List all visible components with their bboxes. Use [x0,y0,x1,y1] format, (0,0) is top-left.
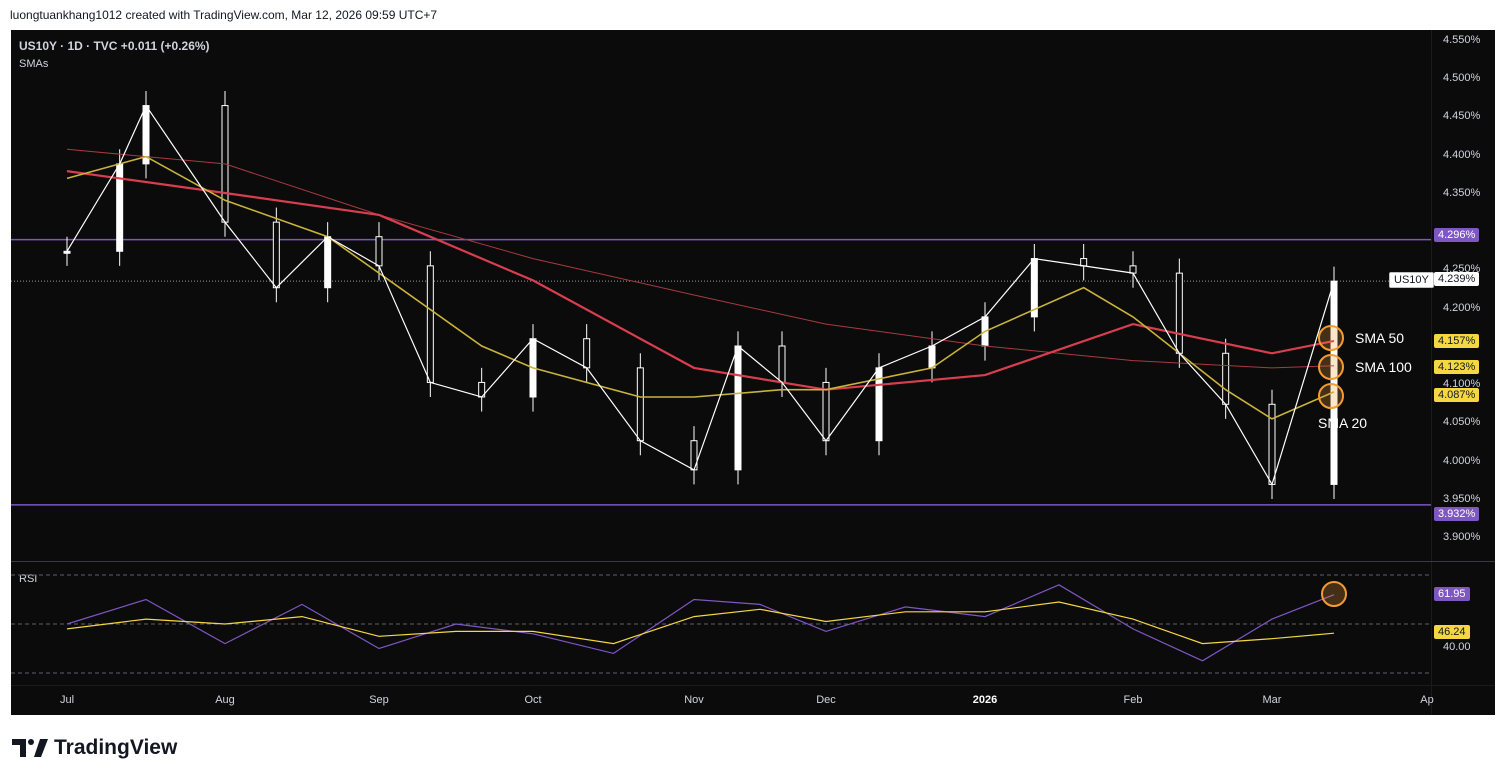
time-label: Aug [215,694,235,706]
price-tick: 4.350% [1443,187,1481,199]
rsi-pane-divider[interactable] [11,561,1495,562]
sma-100-highlight-circle [1318,354,1344,380]
candles-group [63,91,1338,499]
rsi-value-badge: 61.95 [1434,587,1470,601]
candle-body [583,338,591,369]
candle-body [778,345,786,383]
candle-body [1330,280,1338,485]
last-price-badge: 4.239% [1434,272,1480,286]
candle-body [324,236,332,289]
time-label: Feb [1123,694,1143,706]
time-label: Jul [59,694,75,706]
chart-panel[interactable]: US10Y · 1D · TVC +0.011 (+0.26%) SMAs RS… [11,30,1495,715]
sma-indicator-legend[interactable]: SMAs [19,58,49,70]
sma-20-line [66,155,1335,420]
price-axis-divider [1431,30,1432,715]
price-tick: 4.000% [1443,455,1481,467]
price-chart-svg[interactable] [11,30,1495,715]
candle-body [1175,272,1183,354]
time-label: Oct [524,694,542,706]
price-tick: 4.200% [1443,302,1481,314]
rsi-indicator-legend[interactable]: RSI [19,573,38,585]
candle-body [142,105,150,165]
sma-50-annotation: SMA 50 [1355,330,1405,346]
sma-20-highlight-circle [1318,383,1344,409]
price-tick: 4.050% [1443,416,1481,428]
symbol-badge: US10Y [1389,272,1434,288]
upper-level-badge[interactable]: 4.296% [1434,228,1480,242]
candle-body [636,367,644,442]
tradingview-logo-text: TradingView [54,736,178,759]
candle-body [375,236,383,267]
price-tick: 4.550% [1443,34,1481,46]
candle-body [1129,265,1137,274]
candle-body [734,345,742,471]
candle-body [1222,352,1230,405]
price-tick: 4.400% [1443,149,1481,161]
time-label: Ap [1420,694,1434,706]
rsi-ma-badge: 46.24 [1434,625,1470,639]
rsi-line [66,584,1335,662]
sma-20-badge: 4.087% [1434,388,1480,402]
time-label: Nov [684,694,704,706]
rsi-tick: 40.00 [1443,641,1471,653]
sma-100-badge: 4.123% [1434,360,1480,374]
price-tick: 3.900% [1443,531,1481,543]
time-label: 2026 [972,694,998,706]
time-label: Mar [1262,694,1282,706]
sma-50-line [66,170,1335,391]
candle-body [1080,258,1088,267]
candle-body [272,221,280,289]
candle-body [822,381,830,442]
time-label: Sep [369,694,389,706]
rsi-ma-line [66,601,1335,645]
sma-20-annotation: SMA 20 [1318,415,1368,431]
tradingview-logo[interactable]: TradingView [12,736,177,760]
candle-body [426,265,434,383]
sma-100-annotation: SMA 100 [1355,359,1412,375]
price-tick: 4.500% [1443,72,1481,84]
candle-body [1268,403,1276,485]
sma-50-highlight-circle [1318,325,1344,351]
lower-level-badge[interactable]: 3.932% [1434,507,1480,521]
sma-50-badge: 4.157% [1434,334,1480,348]
rsi-highlight-circle [1321,581,1347,607]
price-tick: 3.950% [1443,493,1481,505]
candle-body [928,345,936,369]
symbol-legend[interactable]: US10Y · 1D · TVC +0.011 (+0.26%) [19,39,210,53]
price-line [66,104,1335,486]
price-tick: 4.450% [1443,110,1481,122]
sma-100-line [66,148,1335,369]
time-axis-divider [11,685,1495,686]
tradingview-logo-icon [12,739,48,757]
candle-body [116,163,124,252]
time-label: Dec [816,694,836,706]
candle-body [63,250,71,254]
price-tick: 4.100% [1443,378,1481,390]
chart-header: luongtuankhang1012 created with TradingV… [10,8,438,22]
